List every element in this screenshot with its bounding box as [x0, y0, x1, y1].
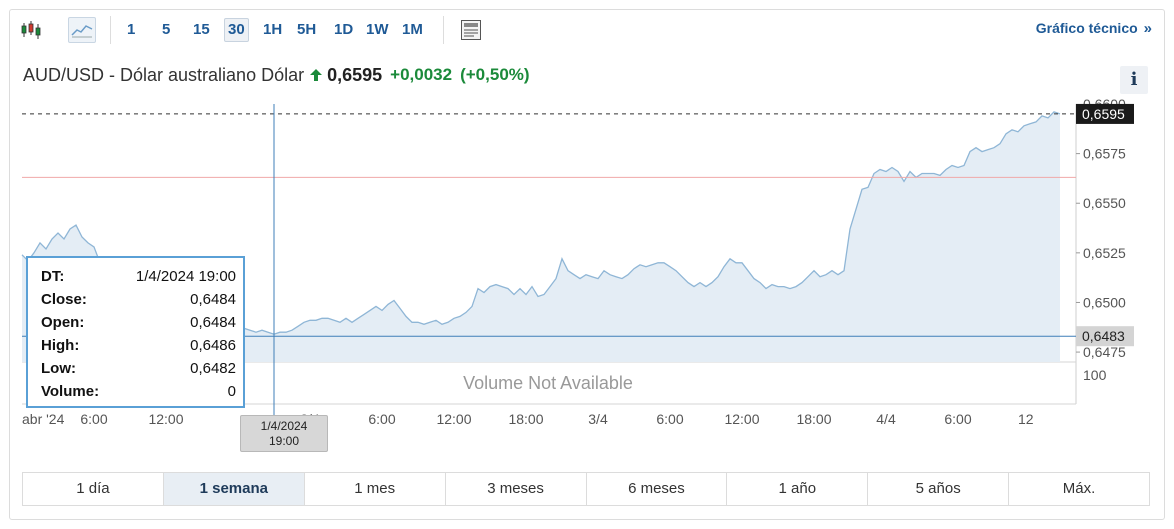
tooltip-key: High: [41, 337, 80, 354]
range-1-week[interactable]: 1 semana [163, 473, 305, 505]
toolbar-divider [443, 16, 444, 44]
candlestick-icon[interactable] [17, 17, 45, 43]
interval-30[interactable]: 30 [224, 18, 249, 42]
interval-1[interactable]: 1 [127, 21, 136, 38]
price-change-percent: (+0,50%) [460, 65, 530, 84]
up-arrow-icon [310, 65, 323, 86]
x-tick-label: 18:00 [508, 411, 543, 427]
tooltip-key: Low: [41, 360, 76, 377]
tooltip-value: 0,6484 [190, 291, 236, 308]
interval-5[interactable]: 5 [162, 21, 171, 38]
tooltip-row: Volume: 0 [41, 380, 236, 403]
y-tick-label: 0,6500 [1083, 294, 1126, 310]
tooltip-key: Open: [41, 314, 85, 331]
quote-header: AUD/USD - Dólar australiano Dólar 0,6595… [23, 62, 538, 88]
last-price-badge-label: 0,6595 [1082, 106, 1125, 122]
tooltip-row: DT: 1/4/2024 19:00 [41, 265, 236, 288]
double-chevron-right-icon: » [1143, 20, 1152, 37]
chart-toolbar: 1 5 15 30 1H 5H 1D 1W 1M Gráfico técnico… [10, 10, 1164, 50]
tooltip-value: 1/4/2024 19:00 [135, 268, 236, 285]
tooltip-row: Open: 0,6484 [41, 311, 236, 334]
price-chart[interactable]: 0,65750,65500,65250,65000,64750,66000,65… [0, 0, 1174, 470]
price-area [22, 111, 1060, 363]
range-1-year[interactable]: 1 año [727, 473, 869, 505]
last-price-badge [1076, 103, 1134, 124]
layout-icon[interactable] [457, 17, 485, 43]
x-tick-label: 18:00 [796, 411, 831, 427]
cursor-price-badge-label: 0,6483 [1082, 328, 1125, 344]
tooltip-value: 0 [227, 383, 236, 400]
tooltip-value: 0,6484 [190, 314, 236, 331]
range-3-months[interactable]: 3 meses [446, 473, 587, 505]
tooltip-row: Low: 0,6482 [41, 357, 236, 380]
toolbar-divider [110, 16, 111, 44]
y-tick-label: 0,6525 [1083, 245, 1126, 261]
pair-name: AUD/USD - Dólar australiano Dólar [23, 64, 305, 85]
y-tick-label: 0,6575 [1083, 146, 1126, 162]
cursor-time: 19:00 [268, 434, 300, 448]
tooltip-value: 0,6482 [190, 360, 236, 377]
last-price: 0,6595 [327, 64, 383, 85]
y-tick-label: 0,6550 [1083, 195, 1126, 211]
tooltip-row: High: 0,6486 [41, 334, 236, 357]
cursor-price-badge [1076, 326, 1134, 347]
x-tick-label: 6:00 [368, 411, 395, 427]
x-tick-label: 12 [1018, 411, 1034, 427]
data-tooltip: DT: 1/4/2024 19:00 Close: 0,6484 Open: 0,64… [26, 256, 245, 408]
range-5-years[interactable]: 5 años [868, 473, 1010, 505]
tooltip-value: 0,6486 [190, 337, 236, 354]
interval-1h[interactable]: 1H [263, 21, 283, 38]
tooltip-key: DT: [41, 268, 65, 285]
tooltip-key: Volume: [41, 383, 100, 400]
info-button[interactable]: i [1120, 66, 1148, 94]
interval-15[interactable]: 15 [193, 21, 210, 38]
x-tick-label: 12:00 [724, 411, 759, 427]
x-tick-label: 6:00 [656, 411, 683, 427]
interval-5h[interactable]: 5H [297, 21, 317, 38]
tooltip-row: Close: 0,6484 [41, 288, 236, 311]
x-tick-label: abr '24 [22, 411, 65, 427]
range-selector: 1 día 1 semana 1 mes 3 meses 6 meses 1 a… [22, 472, 1150, 506]
range-6-months[interactable]: 6 meses [587, 473, 728, 505]
line-chart-icon[interactable] [68, 17, 96, 43]
volume-not-available: Volume Not Available [463, 373, 633, 393]
y-tick-label: 0,6475 [1083, 344, 1126, 360]
range-1-day[interactable]: 1 día [23, 473, 164, 505]
x-tick-label: 12:00 [436, 411, 471, 427]
x-tick-label: 6:00 [80, 411, 107, 427]
x-tick-label: 3/4 [588, 411, 608, 427]
price-change: +0,0032 [390, 65, 453, 84]
cursor-date: 1/4/2024 [260, 419, 308, 433]
range-1-month[interactable]: 1 mes [305, 473, 446, 505]
interval-1m[interactable]: 1M [402, 21, 423, 38]
x-tick-label: 4/4 [876, 411, 896, 427]
x-tick-label: 12:00 [148, 411, 183, 427]
interval-1d[interactable]: 1D [334, 21, 354, 38]
cursor-date-label: 1/4/2024 19:00 [240, 415, 328, 452]
technical-chart-label: Gráfico técnico [1035, 20, 1138, 36]
range-max[interactable]: Máx. [1062, 480, 1096, 497]
x-tick-label: 6:00 [944, 411, 971, 427]
volume-tick-label: 100 [1083, 367, 1107, 383]
tooltip-key: Close: [41, 291, 87, 308]
technical-chart-link[interactable]: Gráfico técnico » [1036, 20, 1152, 37]
interval-1w[interactable]: 1W [366, 21, 389, 38]
